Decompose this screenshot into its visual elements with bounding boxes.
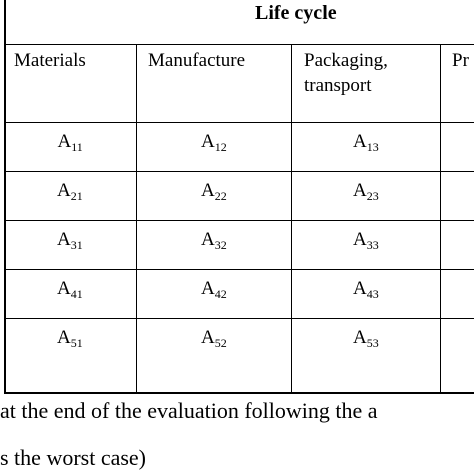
cell-base: A (201, 131, 215, 152)
table-cell: A52 (201, 326, 227, 355)
table-cell: A11 (58, 130, 83, 159)
life-cycle-heading: Life cycle (255, 2, 337, 24)
column-divider-1 (136, 44, 137, 394)
cell-base: A (201, 278, 215, 299)
table-cell: A13 (353, 130, 379, 159)
column-header-materials: Materials (14, 50, 86, 71)
cell-base: A (57, 229, 71, 250)
table-cell: A51 (57, 326, 83, 355)
caption-line-1: at the end of the evaluation following t… (0, 398, 378, 423)
cell-base: A (353, 327, 367, 348)
cell-base: A (57, 180, 71, 201)
cell-base: A (57, 131, 72, 152)
cell-base: A (57, 278, 71, 299)
cell-subscript: 52 (214, 336, 227, 350)
table-cell: A12 (201, 130, 227, 159)
column-header-truncated: Pr (452, 50, 469, 71)
column-header-manufacture: Manufacture (148, 50, 246, 71)
cell-subscript: 33 (366, 238, 379, 252)
cell-subscript: 23 (366, 189, 379, 203)
cell-base: A (353, 278, 367, 299)
table-cell: A53 (353, 326, 379, 355)
row-divider-3 (4, 269, 474, 270)
group-header-divider (4, 44, 474, 45)
cell-base: A (201, 327, 215, 348)
table-cell: A32 (201, 228, 227, 257)
column-header-packaging-transport: Packaging, transport (304, 50, 388, 96)
table-left-border (4, 0, 6, 394)
column-divider-2 (291, 44, 292, 394)
cell-base: A (353, 131, 367, 152)
cell-subscript: 42 (214, 287, 227, 301)
column-divider-3 (440, 44, 441, 394)
cell-subscript: 43 (366, 287, 379, 301)
row-divider-1 (4, 171, 474, 172)
cell-subscript: 32 (214, 238, 227, 252)
table-cell: A23 (353, 179, 379, 208)
cell-base: A (353, 229, 367, 250)
table-cell: A42 (201, 277, 227, 306)
table-bottom-border (4, 392, 474, 394)
row-divider-2 (4, 220, 474, 221)
cell-base: A (353, 180, 367, 201)
caption-line-2: s the worst case) (0, 445, 147, 470)
cell-subscript: 13 (366, 140, 379, 154)
cell-base: A (201, 180, 215, 201)
cell-subscript: 51 (70, 336, 83, 350)
table-cell: A31 (57, 228, 83, 257)
cell-subscript: 11 (71, 140, 83, 154)
column-header-divider (4, 122, 474, 123)
table-cell: A22 (201, 179, 227, 208)
cell-subscript: 53 (366, 336, 379, 350)
table-cell: A21 (57, 179, 83, 208)
cell-subscript: 22 (214, 189, 227, 203)
cell-subscript: 31 (70, 238, 83, 252)
cell-subscript: 21 (70, 189, 83, 203)
table-cell: A43 (353, 277, 379, 306)
table-cell: A41 (57, 277, 83, 306)
cell-base: A (57, 327, 71, 348)
cell-base: A (201, 229, 215, 250)
cell-subscript: 12 (214, 140, 227, 154)
cell-subscript: 41 (70, 287, 83, 301)
row-divider-4 (4, 318, 474, 319)
table-cell: A33 (353, 228, 379, 257)
